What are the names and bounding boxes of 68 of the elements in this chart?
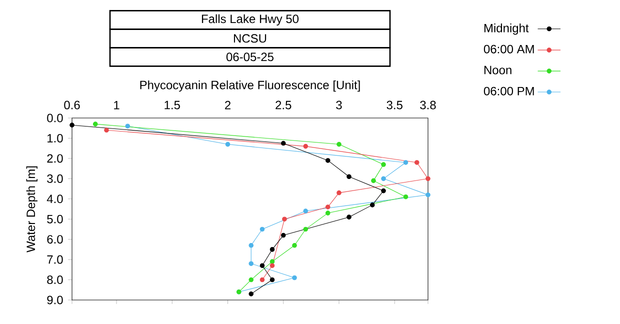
point (303, 144, 308, 149)
point (270, 259, 275, 264)
x-tick-label: 1.5 (164, 100, 180, 110)
x-axis-title: Phycocyanin Relative Fluorescence [Unit] (140, 80, 360, 92)
point (70, 122, 74, 128)
y-tick-label: 6.0 (47, 235, 63, 244)
x-tick-label: 0.6 (64, 100, 80, 110)
text: 06-05-25 (226, 52, 274, 62)
point (248, 292, 254, 296)
point (325, 204, 330, 210)
point (426, 176, 430, 182)
point (248, 261, 254, 266)
y-tick-label: 7.0 (47, 255, 63, 264)
y-tick-label: 3.0 (47, 174, 63, 183)
point (225, 142, 230, 147)
x-tick-label: 3.5 (386, 100, 402, 110)
point (248, 277, 254, 282)
point (270, 247, 275, 252)
point (292, 242, 297, 248)
x-tick-label: 3 (336, 100, 342, 110)
point (280, 232, 286, 238)
chart-title: Falls Lake Hwy 50 (202, 14, 299, 26)
point (381, 162, 386, 167)
x-tick-label: 1 (114, 101, 120, 110)
x-tick-label: 3.8 (420, 100, 436, 110)
point (92, 122, 98, 126)
point (371, 178, 376, 184)
point (260, 263, 265, 268)
point (125, 124, 130, 128)
legend-label: 06:00 AM (484, 44, 534, 54)
point (280, 140, 286, 146)
point (292, 275, 297, 280)
point (260, 226, 265, 232)
y-tick-label: 5.0 (47, 214, 63, 224)
y-tick-label: 8.0 (47, 276, 63, 284)
point (282, 216, 287, 222)
y-tick-label: 9.0 (47, 296, 63, 304)
chart-subtitle: NCSU (234, 34, 266, 43)
point (260, 277, 265, 282)
point (325, 158, 330, 163)
point (426, 192, 430, 198)
point (381, 188, 386, 194)
y-tick-label: 2.0 (47, 154, 63, 163)
y-tick-label: 0.0 (47, 114, 63, 122)
x-tick-label: 2 (225, 100, 230, 110)
legend-label: Noon (484, 66, 512, 74)
legend-label: 06:00 PM (484, 86, 534, 96)
point (270, 263, 275, 268)
x-tick-label: 2.5 (276, 100, 292, 110)
y-tick-label: 1.0 (48, 134, 63, 142)
point (336, 190, 342, 196)
point (346, 174, 352, 180)
y-tick-label: 4.0 (46, 194, 63, 204)
point (403, 194, 408, 200)
point (346, 214, 352, 220)
point (414, 160, 420, 165)
point (403, 160, 408, 165)
point (104, 128, 109, 133)
point (248, 242, 254, 248)
legend-label: Midnight (484, 24, 529, 35)
point (270, 277, 275, 282)
point (303, 226, 308, 232)
point (303, 208, 308, 214)
y-axis-title: Water Depth [m] (26, 166, 38, 252)
point (336, 142, 342, 147)
point (381, 176, 386, 182)
point (370, 202, 375, 208)
point (325, 210, 330, 216)
